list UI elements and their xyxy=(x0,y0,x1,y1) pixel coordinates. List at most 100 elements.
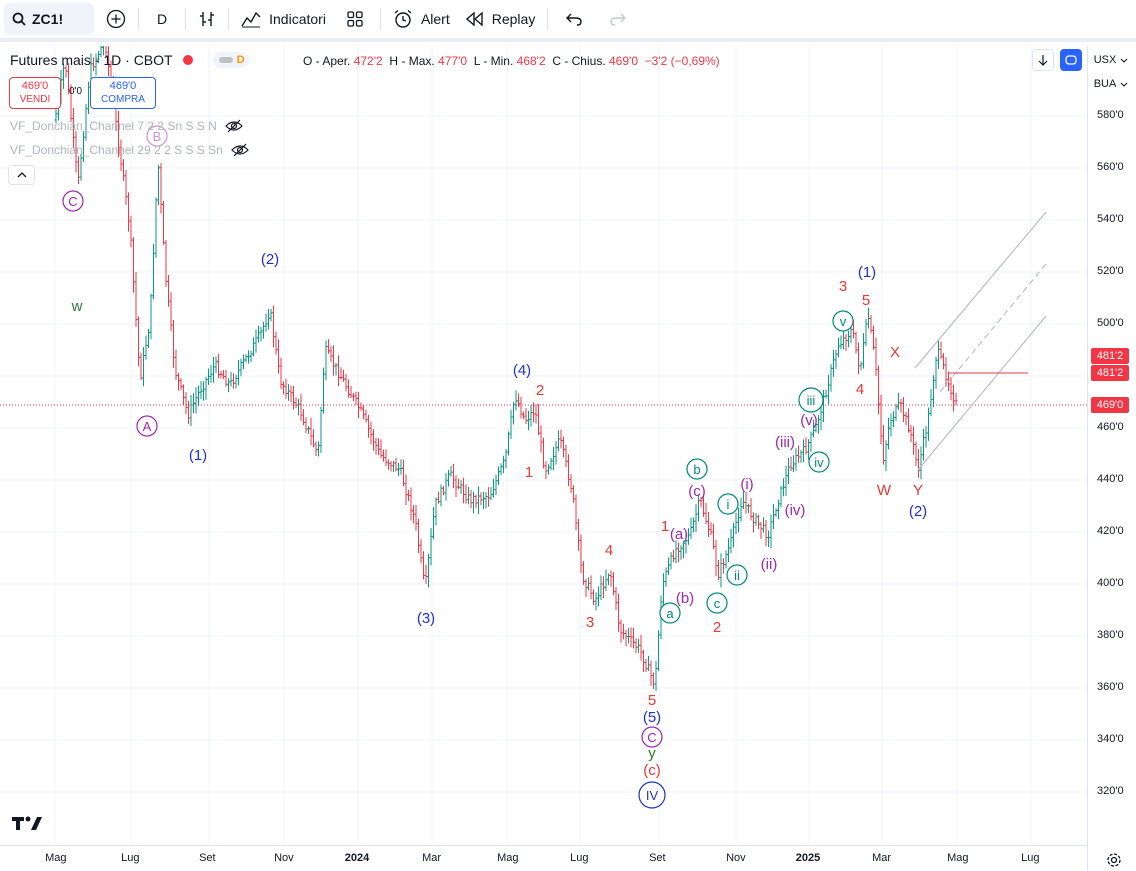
wave-label[interactable]: (v) xyxy=(800,412,818,429)
wave-label[interactable]: iv xyxy=(808,451,830,473)
wave-label[interactable]: iii xyxy=(798,387,824,413)
chart-type-button[interactable] xyxy=(190,3,224,35)
wave-label[interactable]: (i) xyxy=(740,476,753,493)
price-axis[interactable]: 580'0560'0540'0520'0500'0480'0460'0440'0… xyxy=(1087,46,1136,871)
wave-label[interactable]: B xyxy=(146,125,168,147)
unit-button[interactable]: BUA xyxy=(1092,74,1130,94)
wave-label[interactable]: (b) xyxy=(676,590,694,607)
wave-label[interactable]: Y xyxy=(913,482,923,499)
wave-label[interactable]: (1) xyxy=(858,264,876,281)
compare-symbol-button[interactable] xyxy=(98,3,134,35)
wave-label[interactable]: ii xyxy=(726,564,748,586)
undo-button[interactable] xyxy=(552,3,596,35)
alert-button[interactable]: Alert xyxy=(385,3,458,35)
channel-mid-line[interactable] xyxy=(939,263,1047,393)
layouts-button[interactable] xyxy=(334,3,376,35)
wave-label[interactable]: 3 xyxy=(839,278,847,295)
interval-label: D xyxy=(157,11,168,27)
wave-label[interactable]: b xyxy=(686,458,708,480)
svg-text:5: 5 xyxy=(862,292,870,309)
collapse-legend-button[interactable] xyxy=(8,165,35,185)
wave-label[interactable]: (5) xyxy=(643,709,661,726)
sync-button[interactable] xyxy=(1060,49,1082,71)
channel-lower-line[interactable] xyxy=(917,315,1047,471)
wave-label[interactable]: (2) xyxy=(909,503,927,520)
redo-button[interactable] xyxy=(596,3,640,35)
wave-label[interactable]: (iv) xyxy=(785,502,806,519)
ohlc-bar xyxy=(249,351,253,363)
chevron-down-icon xyxy=(1120,58,1128,63)
eye-hidden-icon[interactable] xyxy=(224,119,243,133)
wave-label[interactable]: (ii) xyxy=(761,556,778,573)
time-axis[interactable]: Mag Lug Set Nov 2024 Mar Mag Lug Set Nov 2025 Mar Ma… xyxy=(0,845,1087,871)
replay-button[interactable]: Replay xyxy=(458,3,544,35)
indicator-2-legend[interactable]: VF_Donchian_Channel 29 2 2 S S S Sn xyxy=(10,143,249,157)
currency-button[interactable]: USX xyxy=(1092,50,1130,70)
wave-label[interactable]: 1 xyxy=(525,464,533,481)
ohlc-bar xyxy=(624,629,628,647)
ohlc-bar xyxy=(362,404,365,420)
wave-label[interactable]: a xyxy=(659,602,681,624)
wave-label[interactable]: c xyxy=(706,592,728,614)
buy-button[interactable]: 469'0 COMPRA xyxy=(90,77,156,109)
wave-label[interactable]: w xyxy=(71,298,83,315)
wave-label[interactable]: 2 xyxy=(536,382,544,399)
ohlc-bar xyxy=(772,504,775,530)
wave-label[interactable]: 4 xyxy=(856,381,864,398)
ohlc-bar xyxy=(639,634,643,661)
sell-button[interactable]: 469'0 VENDI xyxy=(9,77,61,109)
symbol-search-button[interactable]: ZC1! xyxy=(4,3,94,35)
channel-upper-line[interactable] xyxy=(914,211,1047,369)
wave-label[interactable]: (iii) xyxy=(775,434,795,451)
wave-label[interactable]: W xyxy=(877,482,892,499)
wave-label[interactable]: (1) xyxy=(189,447,207,464)
wave-label[interactable]: y xyxy=(648,745,656,762)
wave-label[interactable]: 4 xyxy=(605,542,613,559)
ohlc-bar xyxy=(164,240,168,287)
wave-label[interactable]: C xyxy=(62,190,84,212)
wave-label[interactable]: (2) xyxy=(261,251,279,268)
bar-chart-icon xyxy=(200,12,215,26)
wave-label[interactable]: A xyxy=(136,415,158,437)
wave-label[interactable]: i xyxy=(717,493,739,515)
ohlc-bar xyxy=(904,411,908,426)
wave-label[interactable]: C xyxy=(641,726,663,748)
ohlc-bar xyxy=(414,504,418,531)
wave-label[interactable]: 2 xyxy=(713,619,721,636)
scroll-down-button[interactable] xyxy=(1032,49,1054,71)
settings-button[interactable] xyxy=(1104,850,1124,870)
ohlc-bar xyxy=(837,337,840,357)
wave-label[interactable]: v xyxy=(832,310,854,332)
ohlc-bar xyxy=(644,658,648,672)
ohlc-bar xyxy=(304,417,308,434)
ohlc-bar xyxy=(759,521,763,539)
wave-label[interactable]: (c) xyxy=(643,762,661,779)
wave-label[interactable]: 5 xyxy=(862,292,870,309)
wave-label[interactable]: (c) xyxy=(688,483,706,500)
wave-label[interactable]: IV xyxy=(638,781,666,809)
drawing-tools xyxy=(914,211,1047,471)
wave-label[interactable]: 1 xyxy=(661,518,669,535)
ohlc-bar xyxy=(914,441,918,467)
time-tick-label: Lug xyxy=(1021,852,1040,864)
wave-label[interactable]: (a) xyxy=(670,526,688,543)
wave-label[interactable]: 5 xyxy=(648,692,656,709)
ohlc-bar xyxy=(197,385,200,407)
price-tick-label: 560'0 xyxy=(1097,161,1124,173)
wave-label[interactable]: 3 xyxy=(586,614,594,631)
chart-legend-title[interactable]: Futures mais · 1D · CBOT D xyxy=(10,52,249,68)
time-tick-label: 2025 xyxy=(795,852,821,864)
eye-hidden-icon[interactable] xyxy=(230,143,249,157)
wave-label[interactable]: (3) xyxy=(417,610,435,627)
svg-text:(a): (a) xyxy=(670,526,688,543)
wave-label[interactable]: (4) xyxy=(513,362,531,379)
ohlc-bar xyxy=(662,573,665,609)
ohlc-bar xyxy=(402,459,405,487)
tradingview-logo[interactable] xyxy=(12,814,44,837)
ohlc-bar xyxy=(159,163,163,214)
indicator-1-legend[interactable]: VF_Donchian_Channel 7 2 2 Sn S S N xyxy=(10,119,243,133)
interval-button[interactable]: D xyxy=(143,3,181,35)
wave-label[interactable]: X xyxy=(890,344,900,361)
indicators-button[interactable]: Indicatori xyxy=(233,3,334,35)
